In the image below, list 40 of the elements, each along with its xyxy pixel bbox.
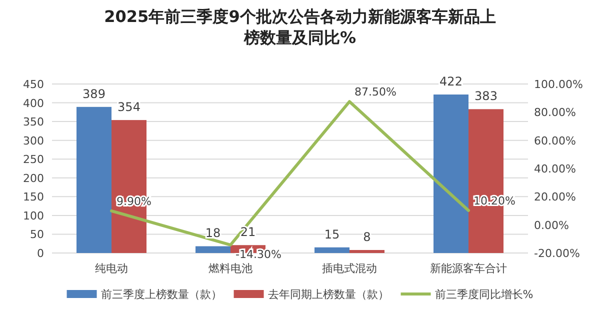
data-label: 8 bbox=[363, 230, 371, 244]
bar bbox=[434, 94, 468, 253]
data-label: 354 bbox=[118, 100, 140, 114]
y-tick-label: 250 bbox=[23, 153, 44, 166]
data-label: 383 bbox=[474, 89, 498, 104]
y2-tick-label: -20.00% bbox=[534, 247, 580, 260]
y-tick-label: 150 bbox=[23, 190, 44, 204]
bar bbox=[76, 106, 112, 253]
y-tick-label: 50 bbox=[30, 228, 44, 242]
x-tick-label: 插电式混动 bbox=[322, 262, 377, 275]
y-tick-label: 400 bbox=[23, 96, 44, 110]
data-label: 18 bbox=[205, 226, 221, 240]
line-series bbox=[110, 100, 470, 246]
y2-tick-label: 80.00% bbox=[534, 106, 576, 120]
legend-label: 去年同期上榜数量（款） bbox=[268, 288, 389, 301]
x-tick-label: 燃料电池 bbox=[208, 262, 252, 275]
y-tick-label: 300 bbox=[23, 134, 44, 148]
y2-tick-label: 40.00% bbox=[534, 162, 576, 176]
y2-tick-label: 0.00% bbox=[534, 218, 569, 232]
data-label: 422 bbox=[440, 74, 462, 89]
bar bbox=[350, 250, 384, 253]
bar bbox=[314, 247, 350, 253]
bar bbox=[196, 246, 230, 253]
data-label: 389 bbox=[82, 86, 106, 101]
y2-tick-label: 20.00% bbox=[534, 190, 576, 204]
y2-tick-label: 60.00% bbox=[534, 134, 576, 148]
data-label: 21 bbox=[240, 225, 256, 240]
y-tick-label: 350 bbox=[23, 116, 44, 129]
y-tick-label: 100 bbox=[23, 209, 44, 222]
y-tick-label: 450 bbox=[23, 78, 44, 91]
y-tick-label: 200 bbox=[23, 172, 44, 185]
x-tick-label: 纯电动 bbox=[95, 262, 128, 275]
y2-tick-label: 100.00% bbox=[534, 78, 583, 91]
legend-label: 前三季度同比增长% bbox=[434, 288, 534, 301]
x-tick-label: 新能源客车合计 bbox=[430, 262, 507, 275]
legend-label: 前三季度上榜数量（款） bbox=[100, 288, 222, 301]
data-label: 15 bbox=[324, 227, 340, 242]
chart-title: 2025年前三季度9个批次公告各动力新能源客车新品上榜数量及同比% bbox=[103, 6, 497, 48]
data-label: 87.50% bbox=[354, 86, 396, 99]
y-tick-label: 0 bbox=[37, 247, 44, 260]
